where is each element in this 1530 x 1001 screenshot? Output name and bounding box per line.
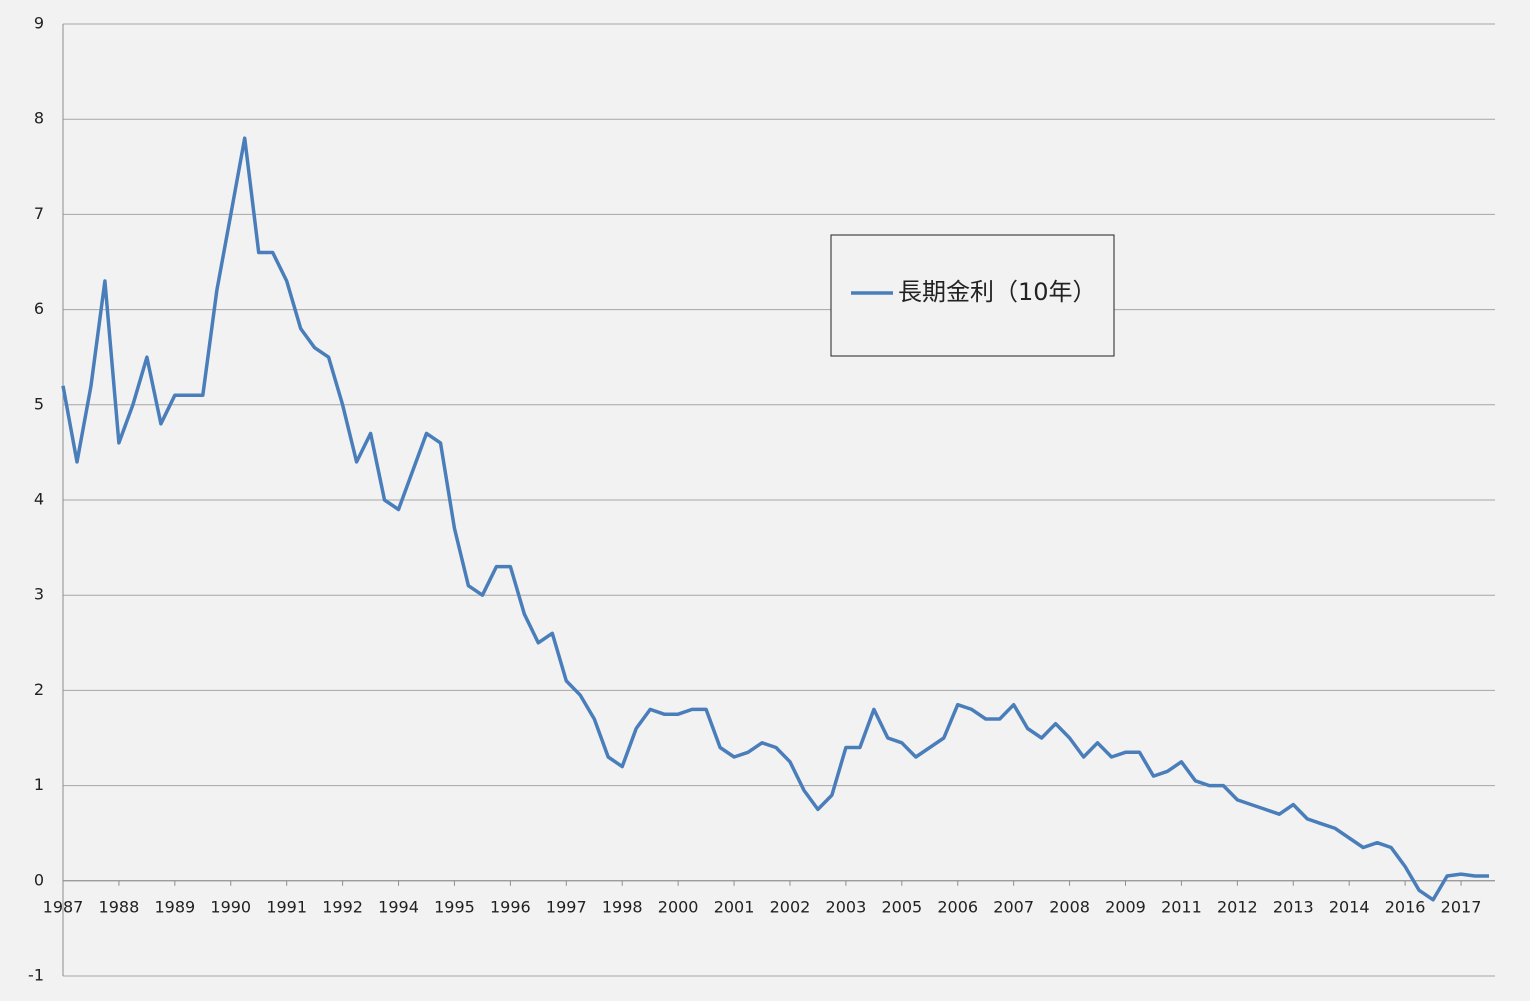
x-tick-label: 2017: [1441, 897, 1482, 916]
y-tick-label: 2: [34, 680, 44, 699]
y-tick-label: -1: [28, 966, 44, 985]
x-tick-label: 2001: [714, 897, 755, 916]
x-tick-label: 1990: [210, 897, 251, 916]
x-tick-label: 1997: [546, 897, 587, 916]
legend: 長期金利（10年）: [851, 278, 1097, 306]
x-tick-label: 1998: [602, 897, 643, 916]
x-tick-label: 1994: [378, 897, 419, 916]
grid: -1 0 1 2 3 4 5 6 7 8 9 1987 1988 1989 1990 1991 1992 1994…: [28, 14, 1495, 985]
x-tick-label: 1995: [434, 897, 475, 916]
x-tick-label: 1989: [154, 897, 195, 916]
x-tick-label: 2000: [658, 897, 699, 916]
x-tick-label: 2011: [1161, 897, 1202, 916]
x-tick-label: 2006: [937, 897, 978, 916]
y-tick-label: 6: [34, 299, 44, 318]
x-tick-label: 2009: [1105, 897, 1146, 916]
x-tick-label: 2008: [1049, 897, 1090, 916]
x-tick-label: 1987: [43, 897, 84, 916]
y-tick-label: 8: [34, 109, 44, 128]
y-tick-label: 7: [34, 204, 44, 223]
y-tick-label: 3: [34, 585, 44, 604]
x-tick-label: 2005: [881, 897, 922, 916]
x-tick-label: 2007: [993, 897, 1034, 916]
y-tick-label: 9: [34, 14, 44, 33]
line-series: [61, 136, 1489, 902]
legend-label: 長期金利（10年）: [898, 278, 1097, 306]
y-tick-label: 1: [34, 775, 44, 794]
x-tick-label: 2014: [1329, 897, 1370, 916]
legend-box: [830, 234, 1115, 357]
x-tick-label: 2016: [1385, 897, 1426, 916]
y-tick-label: 5: [34, 394, 44, 413]
x-tick-label: 1988: [99, 897, 140, 916]
y-tick-label: 0: [34, 870, 44, 889]
x-tick-label: 1991: [266, 897, 307, 916]
x-tick-label: 1992: [322, 897, 363, 916]
x-tick-label: 2003: [826, 897, 867, 916]
y-tick-label: 4: [34, 490, 44, 509]
x-tick-label: 2013: [1273, 897, 1314, 916]
x-tick-label: 2012: [1217, 897, 1258, 916]
plot: [61, 136, 1489, 902]
x-tick-label: 2002: [770, 897, 811, 916]
x-tick-label: 1996: [490, 897, 531, 916]
